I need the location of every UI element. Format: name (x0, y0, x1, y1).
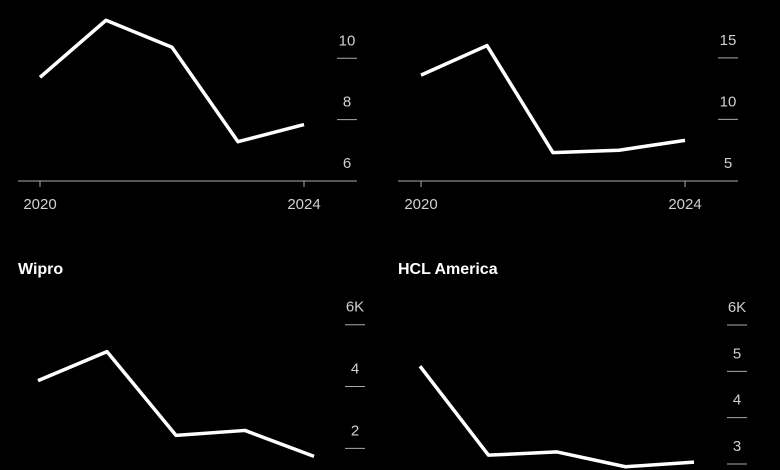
y-tick-label: 15 (720, 32, 737, 49)
y-tick-label: 10 (339, 32, 356, 49)
y-tick-label: 6K (346, 299, 364, 316)
y-tick-label: 4 (351, 361, 359, 378)
y-tick-label: 5 (724, 155, 732, 172)
y-tick-label: 3 (733, 438, 741, 455)
x-tick-label: 2024 (668, 196, 701, 213)
panel-title: HCL America (398, 261, 498, 278)
x-tick-label: 2020 (404, 196, 437, 213)
x-tick-label: 2020 (23, 196, 56, 213)
data-line (37, 349, 315, 459)
panel-title: Wipro (18, 261, 63, 278)
data-line (38, 18, 305, 144)
data-line (418, 365, 695, 469)
y-tick-label: 8 (343, 94, 351, 111)
y-tick-label: 6K (728, 299, 746, 316)
y-tick-label: 6 (343, 155, 351, 172)
y-tick-label: 4 (733, 392, 741, 409)
y-tick-label: 2 (351, 422, 359, 439)
data-line (420, 43, 686, 155)
y-tick-label: 5 (733, 345, 741, 362)
y-tick-label: 10 (720, 93, 737, 110)
x-tick-label: 2024 (287, 196, 320, 213)
